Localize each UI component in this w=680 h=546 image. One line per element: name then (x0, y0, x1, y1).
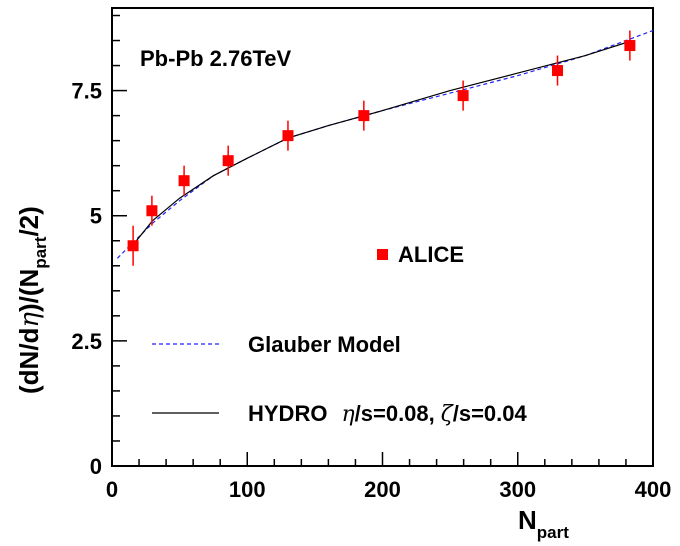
y-tick-label: 0 (90, 454, 102, 479)
alice-data-point (358, 110, 370, 122)
alice-data-point (222, 155, 234, 167)
series-layer (116, 29, 654, 266)
collision-annotation: Pb-Pb 2.76TeV (140, 46, 292, 71)
y-tick-label: 7.5 (71, 79, 102, 104)
x-axis-title: Npart (518, 505, 569, 542)
plot-frame (111, 7, 654, 467)
alice-data-point (624, 40, 636, 52)
x-tick-label: 0 (106, 477, 118, 502)
legend: ALICE Glauber Model HYDRO η/s=0.08, ζ/s=0.… (152, 242, 527, 427)
y-tick-label: 5 (90, 204, 102, 229)
x-tick-label: 200 (364, 477, 401, 502)
legend-marker-alice (377, 249, 388, 260)
alice-data-point (457, 90, 469, 102)
legend-entry-hydro: HYDRO η/s=0.08, ζ/s=0.04 (152, 401, 527, 427)
x-tick-label: 300 (499, 477, 536, 502)
legend-entry-alice: ALICE (377, 242, 464, 267)
axis-ticks: 0 100 200 300 400 0 2.5 5 7.5 (71, 14, 672, 502)
y-tick-label: 2.5 (71, 329, 102, 354)
y-axis-title: (dN/dη)/(Npart/2) (14, 206, 50, 394)
legend-entry-glauber: Glauber Model (152, 332, 401, 357)
alice-data-point (127, 240, 139, 252)
legend-label-alice: ALICE (398, 242, 464, 267)
legend-hydro-zeta: /s=0.04 (453, 401, 528, 426)
x-tick-label: 100 (229, 477, 266, 502)
x-tick-label: 400 (635, 477, 672, 502)
legend-label-hydro: HYDRO η/s=0.08, ζ/s=0.04 (248, 401, 527, 427)
legend-hydro-params: /s=0.08, (355, 401, 435, 426)
legend-hydro-name: HYDRO (248, 401, 327, 426)
alice-data-point (552, 65, 564, 77)
alice-data-point (146, 205, 158, 217)
legend-label-glauber: Glauber Model (248, 332, 401, 357)
hydro-curve (131, 39, 633, 247)
alice-data-point (282, 130, 294, 142)
alice-data-point (178, 175, 190, 187)
